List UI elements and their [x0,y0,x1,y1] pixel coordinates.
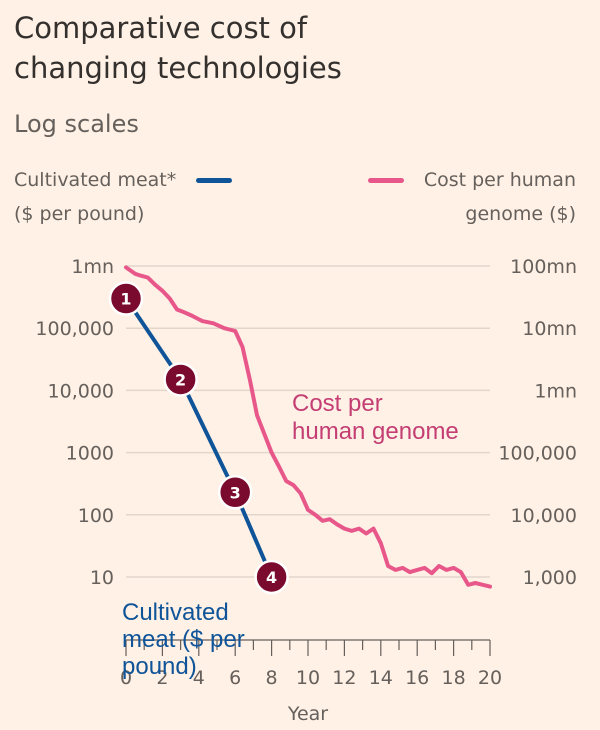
x-tick-label: 18 [442,667,466,689]
meat-annotation-line-1: Cultivated [122,599,229,626]
x-tick-label: 0 [120,667,132,689]
meat-marker-4: 4 [254,559,289,595]
meat-marker-1: 1 [108,281,144,316]
right-axis-ticks: 100mn 10mn 1mn 100,000 10,000 1,000 [498,256,577,589]
legend-genome-label-line-1: Cost per human [423,169,576,191]
meat-marker-circle [254,559,289,595]
legend-genome-swatch [367,178,404,183]
right-tick-label: 10mn [522,318,577,340]
left-tick-label: 10,000 [48,380,114,402]
meat-marker-number: 2 [175,370,186,389]
genome-cost-line [124,265,492,589]
x-tick-label: 6 [229,667,241,689]
right-tick-label: 1mn [534,380,577,402]
chart-subtitle: Log scales [14,110,139,138]
genome-annotation-line-1: Cost per [292,390,383,417]
genome-annotation: Cost per human genome [292,390,459,445]
chart-title-line-2: changing technologies [14,51,342,85]
x-tick-label: 10 [296,667,320,689]
meat-annotation-line-3: pound) [122,653,197,680]
meat-marker-2: 2 [163,362,198,397]
genome-annotation-line-2: human genome [292,418,459,445]
meat-marker-circle [108,281,144,316]
chart-title: Comparative cost of changing technologie… [14,8,574,88]
meat-annotation: Cultivated meat ($ per pound) [122,599,245,680]
left-tick-label: 10 [90,567,114,589]
right-tick-label: 100,000 [498,443,577,465]
meat-marker-number: 4 [266,568,277,587]
meat-marker-3: 3 [217,475,253,510]
left-tick-label: 100 [78,505,114,527]
x-tick-label: 14 [369,667,393,689]
x-tick-label: 16 [405,667,429,689]
x-axis-title: Year [287,703,328,725]
x-tick-label: 12 [332,667,356,689]
x-axis: 0 2 4 6 8 10 12 14 16 18 20 Year [120,639,502,725]
cultivated-meat-line [124,296,274,579]
legend-genome-label-line-2: genome ($) [465,203,576,225]
legend-meat-label-line-1: Cultivated meat* [14,169,177,191]
meat-annotation-line-2: meat ($ per [122,626,245,653]
right-tick-label: 1,000 [523,567,577,589]
meat-marker-number: 3 [230,483,241,502]
right-tick-label: 10,000 [511,505,577,527]
left-axis-ticks: 1mn 100,000 10,000 1000 100 10 [35,256,114,589]
left-tick-label: 1000 [66,443,114,465]
chart-title-line-1: Comparative cost of [14,11,308,45]
left-tick-label: 1mn [71,256,114,278]
annotations: Cost per human genome Cultivated meat ($ pe… [122,390,459,680]
legend-cultivated-meat: Cultivated meat* ($ per pound) [14,163,233,231]
meat-marker-number: 1 [120,290,131,309]
legend-meat-swatch [196,178,233,183]
x-tick-label: 2 [156,667,168,689]
gridlines [126,265,490,578]
legend-genome: Cost per human genome ($) [367,163,576,231]
x-tick-label: 8 [266,667,278,689]
x-tick-label: 20 [478,667,502,689]
series-layer: 1 2 3 4 [108,265,492,595]
right-tick-label: 100mn [510,256,577,278]
x-tick-label: 4 [193,667,205,689]
meat-marker-circle [217,475,253,510]
legend-meat-label-line-2: ($ per pound) [14,203,145,225]
left-tick-label: 100,000 [35,318,114,340]
meat-marker-circle [163,362,198,397]
